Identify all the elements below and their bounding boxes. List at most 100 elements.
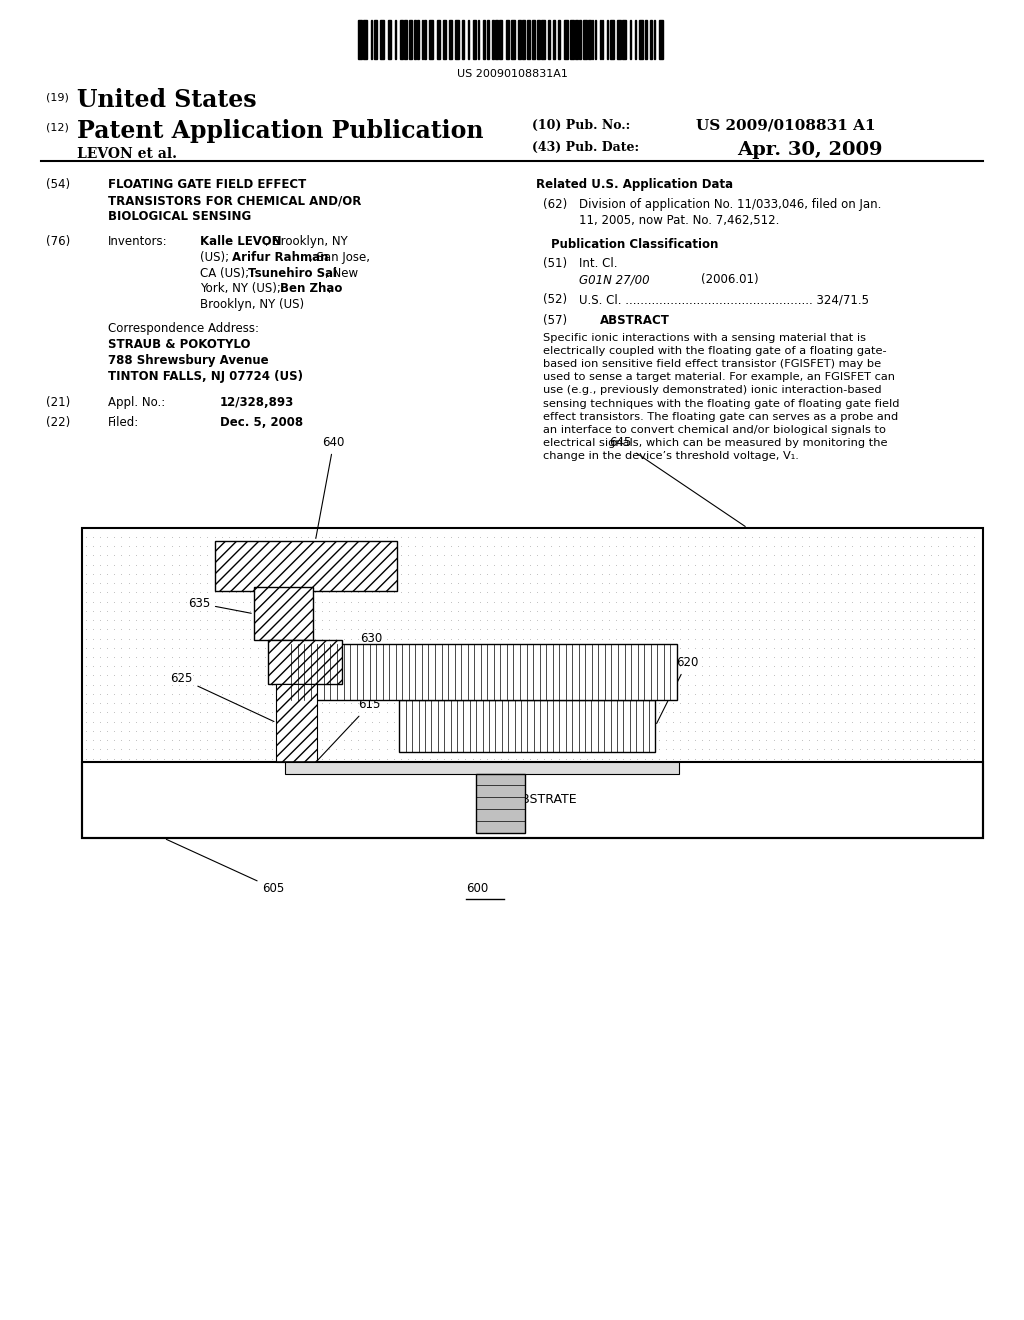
Bar bbox=[522, 20, 524, 59]
Bar bbox=[564, 20, 568, 59]
Bar bbox=[650, 20, 651, 59]
Bar bbox=[659, 20, 664, 59]
Text: US 20090108831A1: US 20090108831A1 bbox=[457, 69, 567, 79]
Bar bbox=[276, 684, 317, 762]
Text: Patent Application Publication: Patent Application Publication bbox=[77, 119, 483, 143]
Bar bbox=[583, 20, 587, 59]
Bar bbox=[417, 20, 420, 59]
Bar bbox=[285, 644, 677, 700]
Text: (62): (62) bbox=[543, 198, 567, 211]
Text: York, NY (US);: York, NY (US); bbox=[200, 282, 285, 296]
Text: Appl. No.:: Appl. No.: bbox=[108, 396, 165, 409]
Bar bbox=[482, 20, 485, 59]
Text: Si-SUBSTRATE: Si-SUBSTRATE bbox=[488, 793, 577, 807]
Bar bbox=[500, 20, 502, 59]
Text: , New: , New bbox=[325, 267, 358, 280]
Bar bbox=[455, 20, 459, 59]
Bar bbox=[542, 20, 545, 59]
Bar bbox=[285, 762, 679, 774]
Text: (51): (51) bbox=[543, 257, 567, 271]
Text: U.S. Cl. .................................................. 324/71.5: U.S. Cl. ...............................… bbox=[579, 293, 868, 306]
Text: Kalle LEVON: Kalle LEVON bbox=[200, 235, 282, 248]
Bar bbox=[630, 20, 632, 59]
Text: , Brooklyn, NY: , Brooklyn, NY bbox=[265, 235, 348, 248]
Bar bbox=[424, 20, 426, 59]
Bar bbox=[609, 20, 613, 59]
Text: (12): (12) bbox=[46, 123, 69, 133]
Text: 788 Shrewsbury Avenue: 788 Shrewsbury Avenue bbox=[108, 354, 268, 367]
Bar bbox=[437, 20, 439, 59]
Text: Specific ionic interactions with a sensing material that is
electrically coupled: Specific ionic interactions with a sensi… bbox=[543, 333, 899, 462]
Text: TRANSISTORS FOR CHEMICAL AND/OR: TRANSISTORS FOR CHEMICAL AND/OR bbox=[108, 194, 360, 207]
Bar bbox=[592, 20, 593, 59]
Text: (2006.01): (2006.01) bbox=[701, 273, 759, 286]
Bar bbox=[486, 20, 489, 59]
Text: Tsunehiro Sai: Tsunehiro Sai bbox=[248, 267, 337, 280]
Bar bbox=[358, 20, 362, 59]
Bar bbox=[506, 20, 510, 59]
Text: Inventors:: Inventors: bbox=[108, 235, 167, 248]
Text: Related U.S. Application Data: Related U.S. Application Data bbox=[537, 178, 733, 191]
Bar bbox=[575, 20, 578, 59]
Text: 620: 620 bbox=[656, 656, 698, 723]
Text: Division of application No. 11/033,046, filed on Jan.: Division of application No. 11/033,046, … bbox=[579, 198, 881, 211]
Bar bbox=[473, 20, 476, 59]
Bar bbox=[600, 20, 601, 59]
Bar bbox=[364, 20, 368, 59]
Text: Dec. 5, 2008: Dec. 5, 2008 bbox=[220, 416, 303, 429]
Bar bbox=[400, 20, 402, 59]
Text: STRAUB & POKOTYLO: STRAUB & POKOTYLO bbox=[108, 338, 250, 351]
Bar bbox=[422, 20, 423, 59]
Text: Arifur Rahman: Arifur Rahman bbox=[231, 251, 328, 264]
Text: Brooklyn, NY (US): Brooklyn, NY (US) bbox=[200, 298, 304, 312]
Bar bbox=[492, 20, 495, 59]
Bar bbox=[388, 20, 391, 59]
Text: TINTON FALLS, NJ 07724 (US): TINTON FALLS, NJ 07724 (US) bbox=[108, 370, 302, 383]
Text: US 2009/0108831 A1: US 2009/0108831 A1 bbox=[696, 119, 876, 133]
Text: 630: 630 bbox=[344, 632, 383, 660]
Text: Filed:: Filed: bbox=[108, 416, 139, 429]
Bar bbox=[254, 587, 313, 640]
Text: (21): (21) bbox=[46, 396, 71, 409]
Bar bbox=[511, 20, 514, 59]
Bar bbox=[588, 20, 591, 59]
Text: (US);: (US); bbox=[200, 251, 232, 264]
Text: (19): (19) bbox=[46, 92, 69, 103]
Bar bbox=[374, 20, 378, 59]
Text: 600: 600 bbox=[466, 882, 488, 895]
Bar bbox=[570, 20, 574, 59]
Bar bbox=[548, 20, 550, 59]
Text: (10) Pub. No.:: (10) Pub. No.: bbox=[532, 119, 631, 132]
Text: 615: 615 bbox=[307, 698, 381, 771]
Bar bbox=[478, 20, 479, 59]
Text: , San Jose,: , San Jose, bbox=[309, 251, 370, 264]
Bar bbox=[527, 20, 529, 59]
Text: Apr. 30, 2009: Apr. 30, 2009 bbox=[737, 141, 883, 160]
Bar bbox=[395, 20, 396, 59]
Bar bbox=[215, 541, 397, 591]
Bar bbox=[553, 20, 555, 59]
Bar bbox=[496, 20, 498, 59]
Bar bbox=[82, 762, 983, 838]
Bar bbox=[602, 20, 603, 59]
Bar bbox=[254, 587, 313, 640]
Bar bbox=[558, 20, 560, 59]
Text: 610: 610 bbox=[518, 808, 570, 832]
Bar bbox=[399, 700, 655, 752]
Bar bbox=[645, 20, 646, 59]
Text: (54): (54) bbox=[46, 178, 71, 191]
Text: (43) Pub. Date:: (43) Pub. Date: bbox=[532, 141, 640, 154]
Bar bbox=[410, 20, 412, 59]
Text: 635: 635 bbox=[187, 597, 251, 614]
Bar bbox=[268, 640, 342, 684]
Bar bbox=[639, 20, 643, 59]
Text: 640: 640 bbox=[315, 436, 345, 539]
Text: 645: 645 bbox=[609, 436, 745, 527]
Bar bbox=[595, 20, 596, 59]
Bar bbox=[607, 20, 608, 59]
Bar bbox=[443, 20, 446, 59]
Text: Publication Classification: Publication Classification bbox=[551, 238, 719, 251]
Bar bbox=[518, 20, 521, 59]
Bar bbox=[380, 20, 384, 59]
Text: G01N 27/00: G01N 27/00 bbox=[579, 273, 649, 286]
